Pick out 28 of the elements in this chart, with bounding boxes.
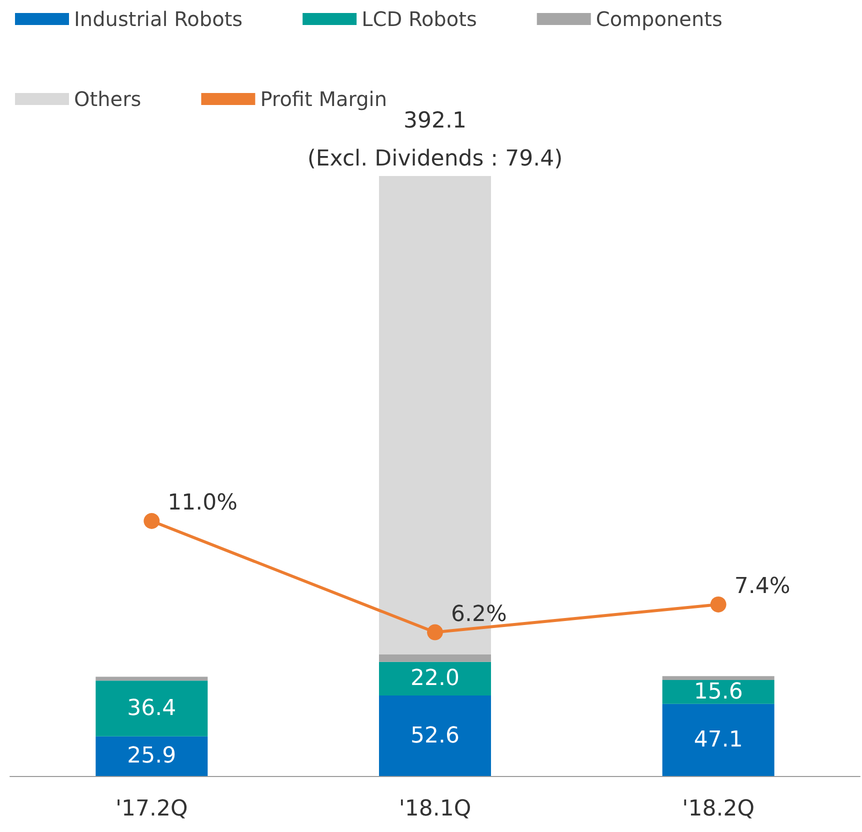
data-label: 22.0 <box>410 666 460 692</box>
bar <box>662 680 774 704</box>
data-label: 7.4% <box>734 574 790 599</box>
legend-label: Components <box>596 7 722 31</box>
legend-label: LCD Robots <box>362 7 477 31</box>
bar <box>379 654 491 662</box>
x-tick-label: '18.2Q <box>682 796 755 822</box>
legend-label: Industrial Robots <box>74 7 243 31</box>
bar <box>379 662 491 696</box>
bar <box>96 736 208 776</box>
bar <box>662 704 774 776</box>
total-label: 392.1 <box>404 108 466 134</box>
bar <box>96 676 208 681</box>
data-label: 6.2% <box>451 602 507 627</box>
data-label: 15.6 <box>694 679 743 704</box>
legend-label: Profit Margin <box>260 87 388 111</box>
data-label: 52.6 <box>410 723 460 748</box>
data-label: 36.4 <box>127 696 176 722</box>
bar <box>379 696 491 776</box>
legend-label: Others <box>74 87 142 111</box>
data-label: 11.0% <box>168 490 238 516</box>
bar <box>96 680 208 736</box>
x-tick-label: '17.2Q <box>115 796 188 822</box>
annotation: (Excl. Dividends : 79.4) <box>307 146 563 172</box>
bar <box>662 676 774 680</box>
data-label: 25.9 <box>127 744 176 769</box>
x-tick-label: '18.1Q <box>398 796 472 822</box>
data-label: 47.1 <box>694 727 743 752</box>
